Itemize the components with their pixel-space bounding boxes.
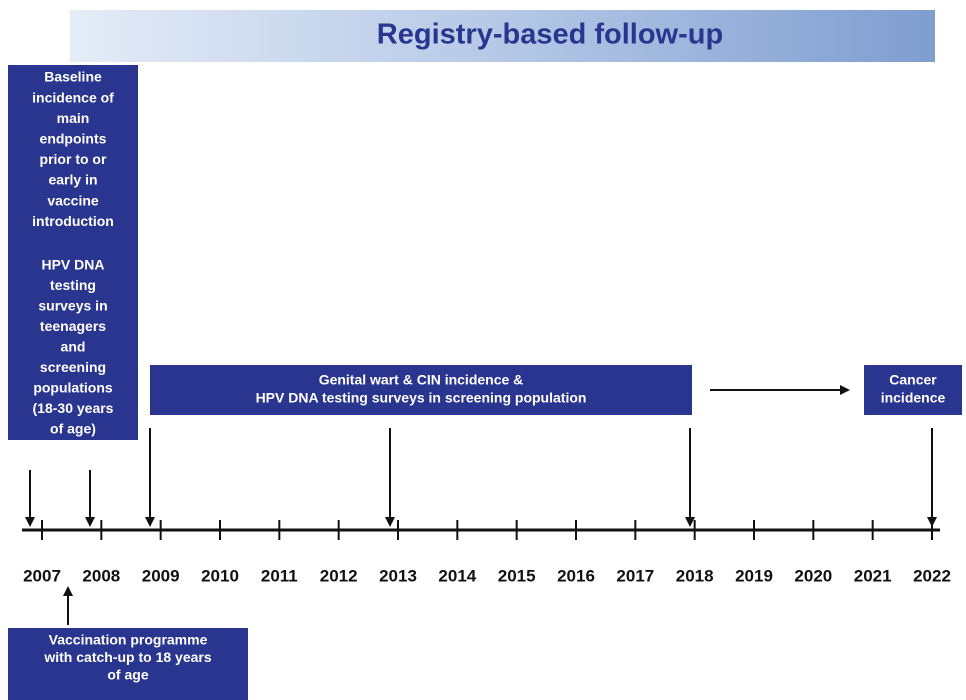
year-label: 2022: [913, 566, 951, 585]
cancer-box-line: Cancer: [889, 372, 937, 388]
left-box-line: populations: [33, 380, 113, 396]
year-label: 2017: [616, 566, 654, 585]
left-box-line: teenagers: [40, 318, 106, 334]
year-label: 2010: [201, 566, 239, 585]
left-box-line: and: [61, 339, 86, 355]
left-box-line: introduction: [32, 213, 114, 229]
year-label: 2011: [261, 566, 298, 585]
year-label: 2012: [320, 566, 358, 585]
left-box-line: surveys in: [38, 298, 107, 314]
year-label: 2014: [438, 566, 476, 585]
bottom-box-line: of age: [107, 667, 148, 683]
left-box-line: vaccine: [47, 192, 99, 208]
left-box-line: of age): [50, 421, 96, 437]
bottom-box: [8, 628, 248, 700]
left-box: [8, 65, 138, 440]
year-label: 2015: [498, 566, 536, 585]
bottom-box-line: with catch-up to 18 years: [43, 649, 211, 665]
year-label: 2008: [82, 566, 120, 585]
bottom-box-line: Vaccination programme: [49, 632, 208, 648]
banner: [70, 10, 935, 62]
year-label: 2021: [854, 566, 892, 585]
year-label: 2013: [379, 566, 417, 585]
arrows: [25, 428, 937, 625]
year-label: 2020: [794, 566, 832, 585]
left-box-line: endpoints: [40, 131, 107, 147]
year-label: 2016: [557, 566, 595, 585]
left-box-line: testing: [50, 277, 96, 293]
left-box-line: prior to or: [40, 151, 107, 167]
year-label: 2007: [23, 566, 61, 585]
cancer-box: [864, 365, 962, 415]
banner-title: Registry-based follow-up: [377, 19, 723, 51]
middle-box-line: Genital wart & CIN incidence &: [319, 372, 524, 388]
year-label: 2018: [676, 566, 714, 585]
left-box-line: HPV DNA: [41, 257, 104, 273]
left-box-line: screening: [40, 359, 106, 375]
year-label: 2009: [142, 566, 180, 585]
cancer-box-line: incidence: [881, 390, 946, 406]
left-box-line: incidence of: [32, 89, 114, 105]
middle-box-line: HPV DNA testing surveys in screening pop…: [256, 390, 587, 406]
middle-box: [150, 365, 692, 415]
left-box-line: early in: [48, 172, 97, 188]
left-box-line: Baseline: [44, 69, 102, 85]
year-label: 2019: [735, 566, 773, 585]
left-box-line: (18-30 years: [33, 400, 114, 416]
left-box-line: main: [57, 110, 90, 126]
